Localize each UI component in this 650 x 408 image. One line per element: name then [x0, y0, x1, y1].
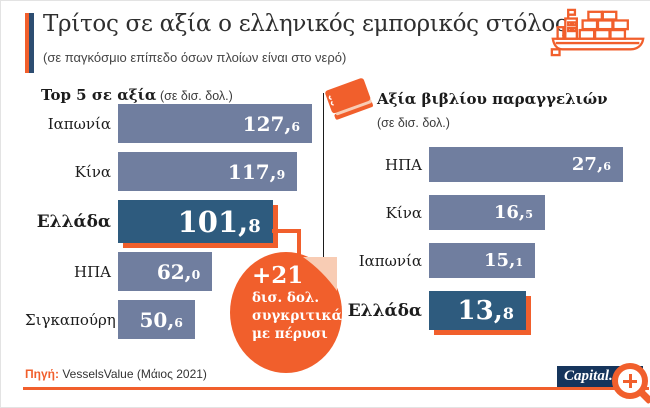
callout-line: δισ. δολ. — [252, 290, 320, 306]
bar-row: Ελλάδα 13,8 — [333, 291, 623, 330]
capital-logo-text: Capital.gr — [564, 368, 627, 384]
callout-line: συγκριτικά — [252, 308, 342, 324]
bar-value: 101,8 — [177, 204, 261, 239]
bubble-fold-corner — [303, 257, 337, 291]
bar-value: 27,6 — [571, 154, 611, 175]
bar-label: Κίνα — [385, 203, 422, 222]
right-chart-title: Αξία βιβλίου παραγγελιών — [377, 90, 608, 108]
left-chart-title: Top 5 σε αξία — [41, 86, 157, 104]
left-chart-header: Top 5 σε αξία (σε δισ. δολ.) — [41, 86, 233, 104]
bar-row: Ιαπωνία 15,1 — [333, 243, 623, 278]
bar-label: Σιγκαπούρη — [25, 310, 116, 329]
bar-row: Κίνα 16,5 — [333, 195, 623, 230]
callout-value: +21 — [252, 262, 304, 289]
bar-track: 117,9 — [118, 152, 312, 191]
bar-label: ΗΠΑ — [385, 155, 422, 174]
callout-line: με πέρυσι — [252, 326, 328, 342]
bar: 27,6 — [429, 147, 623, 182]
callout-bubble: +21 δισ. δολ. συγκριτικά με πέρυσι — [230, 252, 342, 373]
callout-connector-vertical — [297, 229, 301, 257]
bar-track: 13,8 — [429, 291, 623, 330]
magnifier-lens — [612, 363, 648, 399]
bar: 13,8 — [429, 291, 526, 330]
bar-value: 15,1 — [484, 250, 524, 271]
order-book-icon — [325, 78, 373, 120]
chart-divider-line — [323, 93, 324, 346]
bar-track: 127,6 — [118, 104, 312, 143]
bar: 127,6 — [118, 104, 312, 143]
bar-track: 50,6 — [118, 300, 312, 339]
page-subtitle: (σε παγκόσμιο επίπεδο όσων πλοίων είναι … — [43, 50, 347, 65]
bar: 117,9 — [118, 152, 298, 191]
bar-row: Σιγκαπούρη 50,6 — [25, 300, 312, 339]
bar-track: 15,1 — [429, 243, 623, 278]
bar-row: Κίνα 117,9 — [25, 152, 312, 191]
callout-text: +21 δισ. δολ. συγκριτικά με πέρυσι — [252, 262, 342, 343]
bar-track: 101,8 — [118, 200, 312, 243]
left-chart-rows: Ιαπωνία 127,6 Κίνα 117,9 Ελλάδα 101,8 ΗΠΑ 62,0 Σ… — [25, 104, 312, 339]
magnifier-plus-icon — [612, 363, 650, 405]
bar-label: Ιαπωνία — [47, 114, 111, 133]
title-accent-bar — [25, 13, 34, 73]
bar: 62,0 — [118, 252, 213, 291]
bar-row: ΗΠΑ 27,6 — [333, 147, 623, 182]
source-text: VesselsValue (Μάιος 2021) — [62, 367, 207, 381]
bar-value: 127,6 — [242, 111, 300, 136]
source-label: Πηγή: — [25, 367, 59, 381]
bar-track: 16,5 — [429, 195, 623, 230]
source-line: Πηγή: VesselsValue (Μάιος 2021) — [25, 367, 207, 381]
left-chart-unit: (σε δισ. δολ.) — [159, 89, 233, 103]
bar-label: Ιαπωνία — [358, 251, 422, 270]
bar-row: Ιαπωνία 127,6 — [25, 104, 312, 143]
right-chart-rows: ΗΠΑ 27,6 Κίνα 16,5 Ιαπωνία 15,1 Ελλάδα 13,8 — [333, 147, 623, 330]
bar-value: 50,6 — [139, 307, 183, 332]
bar-track: 62,0 — [118, 252, 312, 291]
bar-row: Ελλάδα 101,8 — [25, 200, 312, 243]
bar-label: Κίνα — [74, 162, 111, 181]
cargo-ship-icon — [550, 8, 645, 57]
footer-accent-line — [23, 387, 649, 390]
page-title: Τρίτος σε αξία ο ελληνικός εμπορικός στό… — [43, 11, 568, 37]
bar-row: ΗΠΑ 62,0 — [25, 252, 312, 291]
bar-value: 117,9 — [227, 159, 286, 184]
bar-label: Ελλάδα — [347, 300, 422, 321]
bar: 15,1 — [429, 243, 536, 278]
bar: 50,6 — [118, 300, 195, 339]
bar-label: Ελλάδα — [36, 211, 111, 232]
bar-track: 27,6 — [429, 147, 623, 182]
bar: 101,8 — [118, 200, 273, 243]
right-chart-unit: (σε δισ. δολ.) — [377, 116, 450, 130]
bar-value: 13,8 — [457, 295, 514, 326]
bar-value: 62,0 — [156, 259, 201, 284]
bar: 16,5 — [429, 195, 545, 230]
callout-connector-horizontal — [272, 229, 301, 233]
bar-label: ΗΠΑ — [74, 262, 111, 281]
bar-value: 16,5 — [493, 202, 533, 223]
